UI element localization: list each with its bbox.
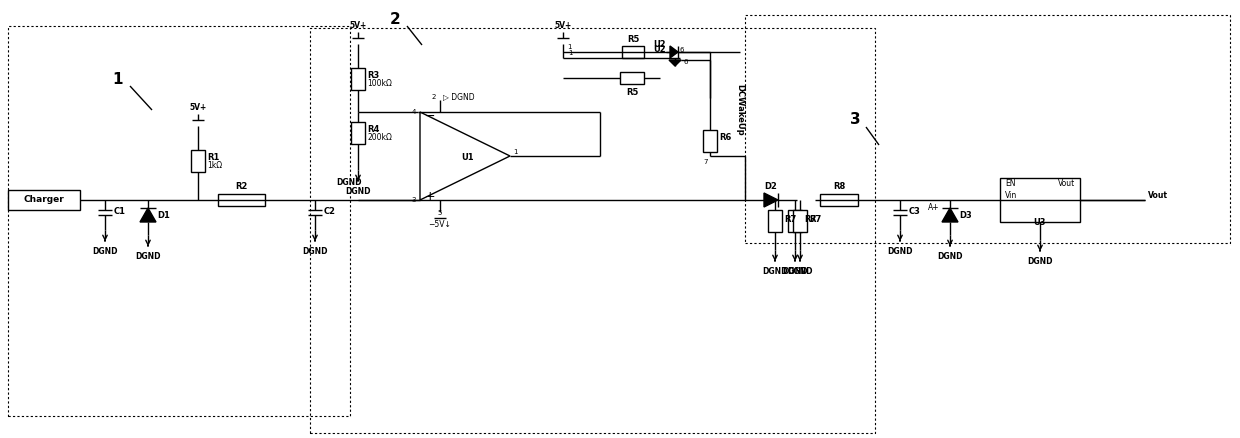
Bar — [310, 28, 875, 433]
Bar — [351, 122, 365, 144]
Text: DGND: DGND — [763, 267, 787, 276]
Text: 1kΩ: 1kΩ — [207, 162, 222, 170]
Text: U2: U2 — [653, 40, 666, 49]
Text: 1: 1 — [513, 149, 517, 155]
Bar — [787, 210, 802, 232]
Text: Charger: Charger — [24, 195, 64, 205]
Text: R1: R1 — [207, 153, 219, 162]
Bar — [745, 15, 1230, 243]
Text: 5: 5 — [438, 210, 443, 216]
Text: 1: 1 — [113, 73, 123, 88]
Text: −5V↓: −5V↓ — [429, 220, 451, 229]
Text: Vin: Vin — [1004, 191, 1017, 199]
Text: R5: R5 — [626, 35, 639, 44]
Text: U2: U2 — [653, 45, 666, 54]
Text: D2: D2 — [765, 182, 777, 191]
Text: DGND: DGND — [787, 267, 812, 276]
Text: DGND: DGND — [303, 247, 327, 256]
Text: 3: 3 — [412, 197, 415, 203]
Text: 1: 1 — [567, 44, 572, 50]
Polygon shape — [764, 193, 777, 207]
Bar — [794, 210, 807, 232]
Polygon shape — [420, 112, 510, 200]
Text: R6: R6 — [719, 134, 732, 142]
Text: DGND: DGND — [888, 247, 913, 256]
Text: C2: C2 — [324, 208, 336, 216]
Text: −: − — [425, 110, 435, 123]
Text: DGND: DGND — [92, 247, 118, 256]
Text: 5V+: 5V+ — [350, 21, 367, 30]
Text: 5V+: 5V+ — [554, 21, 572, 30]
Text: DGND: DGND — [135, 252, 161, 261]
Text: 4: 4 — [412, 109, 415, 115]
Text: U3: U3 — [1034, 218, 1047, 227]
Text: DGND: DGND — [782, 267, 807, 276]
Text: Vout: Vout — [1058, 179, 1075, 187]
Bar — [620, 72, 644, 84]
Text: R7: R7 — [784, 215, 796, 225]
Text: R5: R5 — [626, 88, 639, 97]
Bar — [218, 194, 265, 206]
Text: R3: R3 — [367, 71, 379, 81]
Text: Vout: Vout — [1148, 191, 1168, 201]
Bar — [999, 178, 1080, 222]
Text: 2: 2 — [432, 94, 436, 100]
Bar — [7, 26, 350, 416]
Text: 3: 3 — [849, 113, 861, 127]
Text: 1: 1 — [568, 50, 573, 56]
Bar — [191, 150, 205, 172]
Text: R4: R4 — [367, 126, 379, 134]
Bar — [703, 130, 717, 152]
Text: 2: 2 — [389, 13, 401, 28]
Bar — [351, 68, 365, 90]
Text: R7: R7 — [808, 215, 821, 225]
Text: +: + — [425, 190, 435, 202]
Polygon shape — [942, 208, 959, 222]
Polygon shape — [670, 60, 681, 66]
Text: 5V+: 5V+ — [190, 103, 207, 112]
Text: DGND: DGND — [1027, 257, 1053, 266]
Text: R7: R7 — [804, 215, 816, 225]
Text: DGND: DGND — [937, 252, 962, 261]
Text: ▷ DGND: ▷ DGND — [443, 92, 475, 101]
Bar — [7, 190, 81, 210]
Text: C3: C3 — [909, 208, 921, 216]
Text: R2: R2 — [236, 182, 248, 191]
Text: DGND: DGND — [345, 187, 371, 196]
Text: DCWakeUp: DCWakeUp — [735, 84, 744, 136]
Text: D1: D1 — [157, 211, 170, 219]
Text: 200kΩ: 200kΩ — [367, 134, 392, 142]
Text: C1: C1 — [114, 208, 126, 216]
Bar — [768, 210, 782, 232]
Text: D3: D3 — [959, 211, 972, 219]
Polygon shape — [140, 208, 156, 222]
Text: 6: 6 — [683, 59, 687, 65]
Polygon shape — [670, 46, 678, 58]
Bar — [820, 194, 858, 206]
Text: U1: U1 — [461, 153, 475, 162]
Text: R8: R8 — [833, 182, 846, 191]
Text: 7: 7 — [704, 159, 708, 165]
Text: 100kΩ: 100kΩ — [367, 80, 392, 88]
Text: DGND: DGND — [336, 178, 362, 187]
Text: 6: 6 — [680, 47, 684, 53]
Text: A+: A+ — [929, 204, 940, 212]
Text: EN: EN — [1004, 179, 1016, 187]
Bar — [622, 46, 644, 58]
